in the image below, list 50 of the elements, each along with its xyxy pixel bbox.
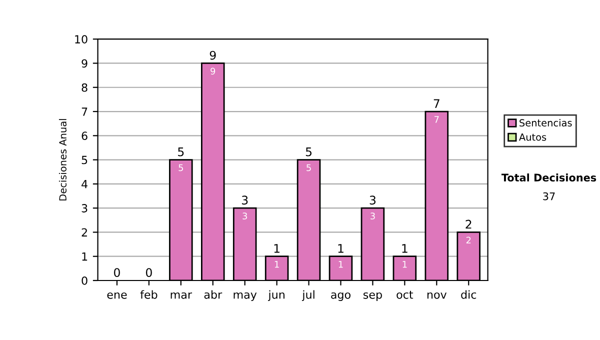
data-label: 3 (242, 212, 247, 220)
total-label: 1 (274, 244, 280, 253)
data-label: 1 (338, 260, 343, 268)
data-label: 1 (274, 260, 279, 268)
x-tick-label: jun (268, 290, 284, 301)
x-tick-label: jul (302, 290, 314, 301)
total-label: 5 (306, 148, 312, 156)
data-label: 2 (466, 236, 471, 244)
y-tick-label: 8 (82, 83, 88, 92)
y-tick-label: 7 (82, 108, 88, 116)
x-tick-label: mar (170, 292, 192, 299)
total-label: 1 (338, 244, 344, 253)
x-tick-label: oct (396, 290, 414, 299)
data-label: 9 (210, 68, 216, 75)
y-tick-label: 4 (82, 180, 88, 188)
total-label: 7 (434, 99, 440, 108)
y-tick-label: 10 (75, 35, 88, 44)
total-label: 0 (114, 268, 120, 278)
y-tick-label: 5 (82, 156, 88, 164)
x-tick-label: ago (331, 292, 350, 301)
y-tick-label: 6 (82, 132, 88, 140)
x-tick-label: ene (107, 292, 127, 299)
legend-label: Sentencias (520, 118, 572, 127)
text: 37 (543, 192, 555, 200)
total-label: 3 (242, 196, 248, 205)
data-label: 7 (434, 116, 439, 123)
total-label: 2 (466, 220, 472, 229)
data-label: 5 (306, 164, 311, 172)
x-tick-label: abr (204, 290, 222, 299)
total-label: 5 (178, 148, 184, 156)
total-label: 3 (370, 196, 376, 205)
total-label: 9 (210, 50, 216, 60)
y-tick-label: 2 (82, 228, 87, 236)
data-label: 5 (178, 164, 183, 172)
x-tick-label: nov (427, 292, 447, 299)
y-tick-label: 3 (82, 204, 88, 212)
x-tick-label: sep (363, 292, 382, 301)
data-label: 3 (370, 212, 375, 220)
x-tick-label: feb (140, 290, 158, 299)
total-label: 1 (402, 244, 408, 253)
total-label: 0 (146, 268, 152, 278)
y-tick-label: 9 (82, 59, 88, 68)
data-label: 1 (402, 260, 407, 268)
x-tick-label: dic (461, 290, 476, 299)
legend-label: Autos (519, 134, 546, 141)
text: Total Decisiones (501, 173, 596, 182)
x-tick-label: may (234, 292, 257, 301)
y-tick-label: 1 (82, 252, 88, 261)
y-axis-title: Decisiones Anual (58, 119, 66, 200)
y-tick-label: 0 (82, 276, 88, 285)
